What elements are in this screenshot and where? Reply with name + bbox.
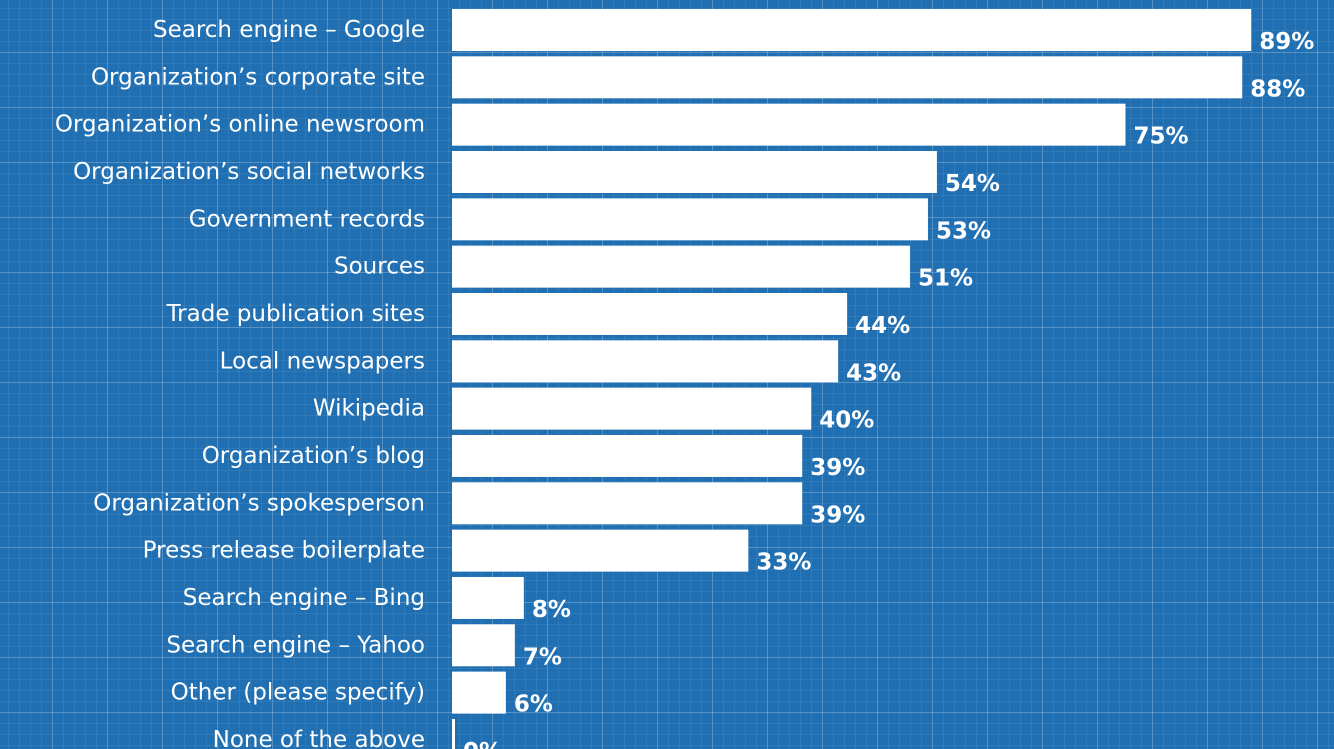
value-label: 88% xyxy=(1250,76,1305,102)
bar xyxy=(452,340,839,383)
value-label: 75% xyxy=(1134,124,1189,150)
category-label: Local newspapers xyxy=(220,348,425,374)
category-label: Trade publication sites xyxy=(166,301,425,327)
value-label: 7% xyxy=(523,644,562,670)
bars xyxy=(452,9,1252,749)
value-label: 53% xyxy=(936,218,991,244)
category-label: Organization’s social networks xyxy=(73,159,425,185)
value-label: 8% xyxy=(532,597,571,623)
value-label: 54% xyxy=(945,171,1000,197)
category-label: Sources xyxy=(334,254,425,280)
bar xyxy=(452,576,524,619)
category-label: None of the above xyxy=(213,727,425,749)
bar xyxy=(452,198,928,241)
value-label: 0% xyxy=(463,739,502,749)
bar xyxy=(452,9,1252,51)
value-labels: 89% 88% 75% 54% 53% 51% 44% 43% 40% 39% 39% 33% 8% 7%… xyxy=(463,29,1314,749)
bar xyxy=(452,718,455,749)
bar xyxy=(452,434,803,477)
bar xyxy=(452,103,1126,146)
value-label: 39% xyxy=(810,502,865,528)
category-labels: Search engine – Google Organization’s cor… xyxy=(55,17,425,749)
bar xyxy=(452,245,910,288)
category-label: Organization’s spokesperson xyxy=(93,490,425,516)
value-label: 43% xyxy=(846,360,901,386)
category-label: Press release boilerplate xyxy=(143,538,425,564)
bar xyxy=(452,56,1243,99)
category-label: Organization’s online newsroom xyxy=(55,112,425,138)
value-label: 51% xyxy=(918,266,973,292)
category-label: Organization’s blog xyxy=(202,443,425,469)
category-label: Search engine – Yahoo xyxy=(166,632,425,658)
bar xyxy=(452,529,749,572)
category-label: Search engine – Bing xyxy=(183,585,425,611)
value-label: 40% xyxy=(819,408,874,434)
category-label: Search engine – Google xyxy=(153,17,425,43)
bar xyxy=(452,292,848,335)
value-label: 6% xyxy=(514,692,553,718)
category-label: Government records xyxy=(189,206,425,232)
category-label: Other (please specify) xyxy=(171,680,425,706)
bar xyxy=(452,624,515,667)
bar xyxy=(452,150,937,193)
value-label: 39% xyxy=(810,455,865,481)
bar xyxy=(452,387,812,430)
bar xyxy=(452,482,803,525)
value-label: 33% xyxy=(756,550,811,576)
value-label: 44% xyxy=(855,313,910,339)
category-label: Organization’s corporate site xyxy=(91,64,425,90)
category-label: Wikipedia xyxy=(313,396,425,422)
bar xyxy=(452,671,506,714)
value-label: 89% xyxy=(1259,29,1314,55)
